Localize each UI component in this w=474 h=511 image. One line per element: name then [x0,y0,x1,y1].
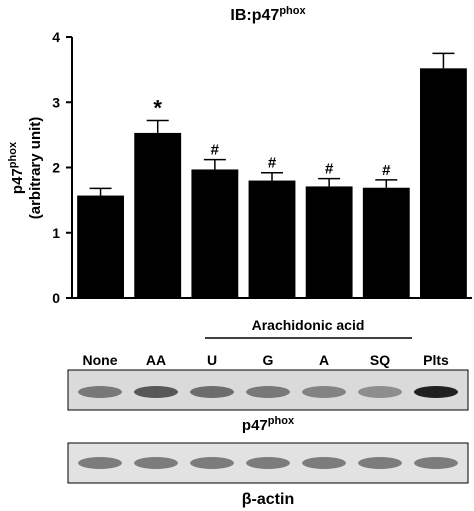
bar [362,187,410,298]
blot-band [302,386,346,398]
lane-label: SQ [370,352,390,368]
group-label: Arachidonic acid [252,317,365,333]
chart-title: IB:p47phox [230,5,306,24]
y-tick-label: 0 [52,290,60,306]
actin-band [134,457,178,469]
actin-band [414,457,458,469]
y-tick-label: 1 [52,225,60,241]
y-tick-label: 2 [52,160,60,176]
blot-actin [67,442,469,484]
significance-marker: # [325,161,334,178]
blot-band [134,386,178,398]
lane-label: None [83,352,118,368]
actin-band [78,457,122,469]
blot-band [78,386,122,398]
lane-label: AA [146,352,166,368]
significance-marker: # [268,155,277,172]
actin-band [302,457,346,469]
significance-marker: * [153,96,162,121]
actin-band [358,457,402,469]
blot-band [414,386,458,398]
lane-label: U [207,352,217,368]
y-tick-label: 4 [52,29,60,45]
blot-p47 [67,369,469,411]
bar [305,186,353,298]
bar [248,180,296,298]
y-label: p47phox [7,141,26,194]
control-label: β-actin [242,491,294,508]
bar [191,169,239,298]
y-tick-label: 3 [52,94,60,110]
actin-band [246,457,290,469]
actin-band [190,457,234,469]
blot-band [358,386,402,398]
lane-label: Plts [423,352,449,368]
significance-marker: # [211,142,220,159]
blot-label: p47phox [242,415,295,434]
significance-marker: # [382,162,391,179]
bar [420,68,467,298]
lane-label: G [263,352,274,368]
y-label-unit: (arbitrary unit) [27,117,44,220]
bar [134,132,182,298]
lane-label: A [319,352,329,368]
bar [77,195,124,298]
blot-band [246,386,290,398]
blot-band [190,386,234,398]
